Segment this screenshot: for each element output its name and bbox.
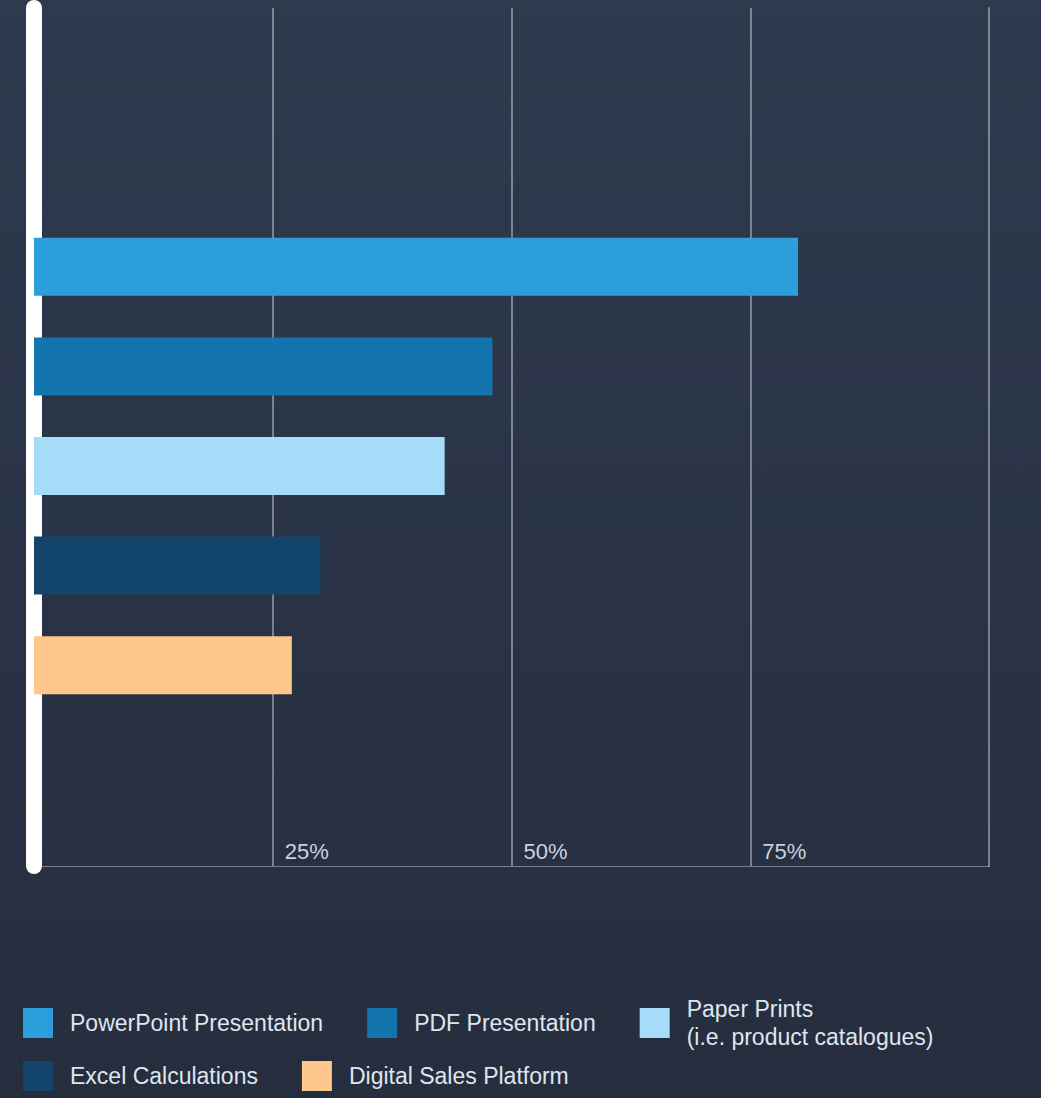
svg-text:Digital Sales Platform: Digital Sales Platform <box>349 1063 569 1089</box>
svg-text:PowerPoint Presentation: PowerPoint Presentation <box>70 1010 323 1036</box>
svg-text:75%: 75% <box>762 839 806 864</box>
svg-text:PDF Presentation: PDF Presentation <box>414 1010 596 1036</box>
svg-text:(i.e. product catalogues): (i.e. product catalogues) <box>687 1024 934 1050</box>
svg-text:25%: 25% <box>285 839 329 864</box>
svg-text:Excel Calculations: Excel Calculations <box>70 1063 258 1089</box>
svg-text:Paper Prints: Paper Prints <box>687 996 814 1022</box>
svg-text:50%: 50% <box>524 839 568 864</box>
